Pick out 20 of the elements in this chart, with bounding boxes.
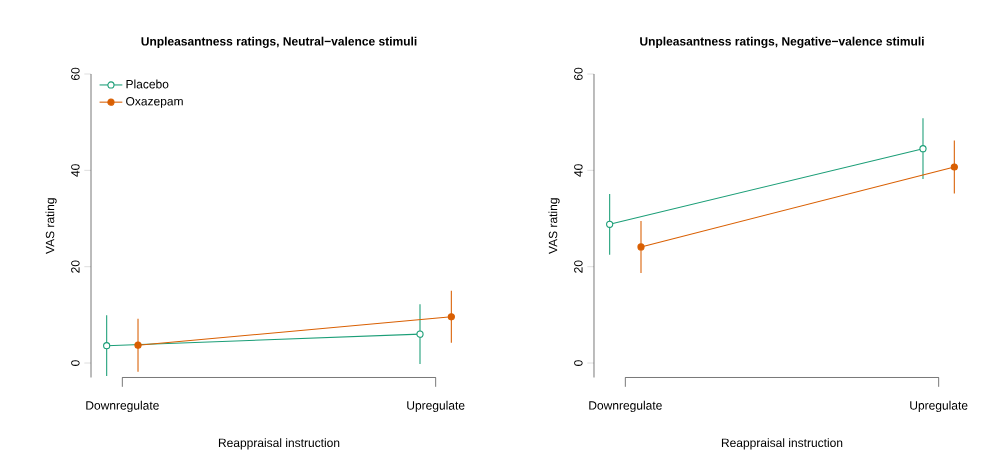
y-tick-label: 40 — [574, 164, 583, 177]
y-axis-title: VAS rating — [548, 198, 560, 254]
x-axis-title: Reappraisal instruction — [218, 438, 340, 450]
y-tick-label: 20 — [574, 260, 583, 273]
x-tick-label: Downregulate — [589, 400, 662, 413]
chart-title: Unpleasantness ratings, Neutral−valence stimuli — [141, 36, 417, 48]
x-axis-title: Reappraisal instruction — [721, 438, 843, 450]
y-tick-label: 0 — [574, 360, 583, 366]
legend-label: Oxazepam — [126, 96, 183, 108]
y-tick-label: 60 — [71, 67, 80, 81]
x-tick-label: Downregulate — [86, 400, 159, 413]
legend-label: Placebo — [126, 79, 169, 89]
y-tick-label: 60 — [574, 67, 583, 81]
x-tick-label: Upregulate — [910, 400, 968, 413]
chart-title: Unpleasantness ratings, Negative−valence stimuli — [640, 36, 924, 48]
y-tick-label: 0 — [71, 360, 80, 366]
y-tick-label: 40 — [71, 164, 80, 177]
y-axis-title: VAS rating — [45, 198, 57, 254]
x-tick-label: Upregulate — [407, 400, 465, 413]
y-tick-label: 20 — [71, 260, 80, 273]
